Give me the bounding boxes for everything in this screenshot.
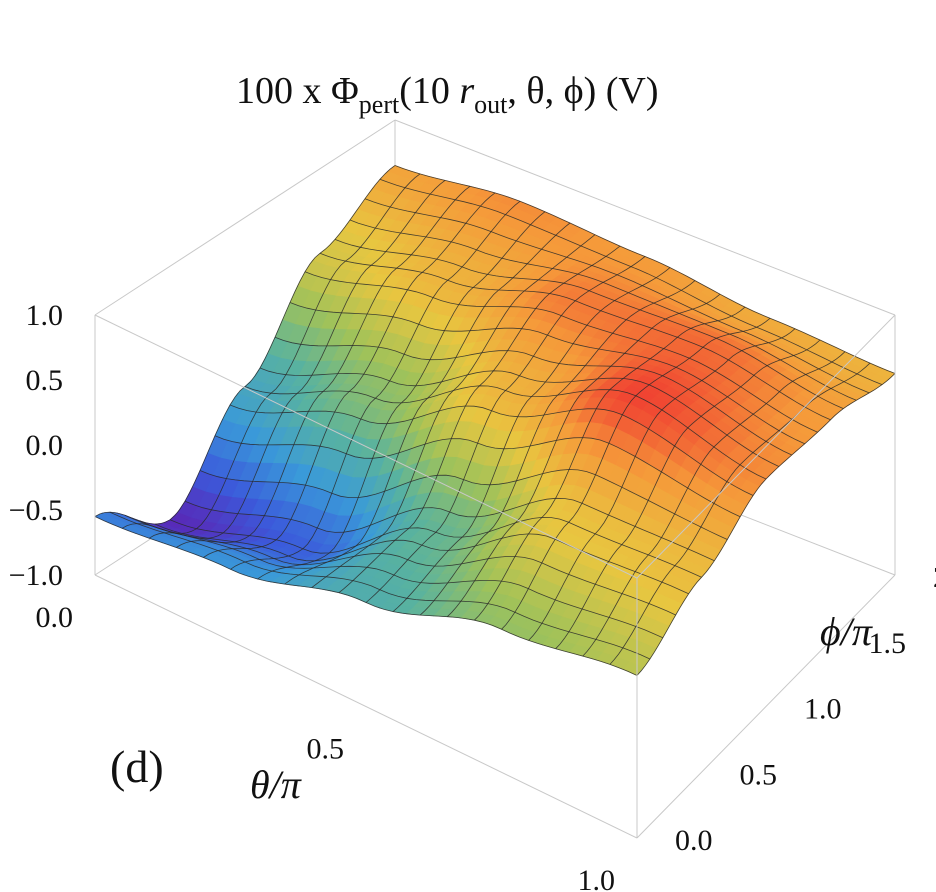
- mesh-line-phi: [319, 252, 831, 421]
- z-tick-labels: 1.0 0.5 0.0 −0.5 −1.0: [9, 299, 63, 592]
- mesh-line-phi: [154, 523, 689, 595]
- mesh-line-phi: [229, 404, 754, 496]
- surface-patches: [94, 165, 896, 676]
- mesh-line-phi: [94, 516, 638, 676]
- mesh-line-phi: [214, 435, 741, 518]
- theta-tick-label: 0.0: [36, 601, 74, 634]
- mesh-line-phi: [274, 336, 792, 456]
- mesh-line-phi: [109, 511, 651, 660]
- mesh-line-phi: [394, 165, 896, 374]
- z-tick-label: −0.5: [9, 494, 63, 527]
- z-tick-label: 0.5: [26, 364, 64, 397]
- mesh-line-phi: [304, 271, 818, 433]
- phi-tick-label: 1.0: [804, 693, 842, 726]
- mesh-line-phi: [169, 516, 702, 578]
- z-tick-label: 0.0: [26, 429, 64, 462]
- bounding-box-front: [94, 314, 896, 839]
- surface-mesh: [94, 165, 896, 676]
- box-edge: [94, 314, 638, 579]
- chart-title: 100 x Φpert(10 rout, θ, ϕ) (V): [236, 70, 659, 119]
- mesh-line-phi: [184, 497, 715, 562]
- z-tick-label: 1.0: [26, 299, 64, 332]
- mesh-line-phi: [364, 198, 870, 394]
- mesh-line-phi: [139, 520, 676, 616]
- mesh-line-phi: [334, 239, 844, 409]
- phi-tick-label: 2.0: [933, 561, 936, 594]
- mesh-line-phi: [244, 385, 767, 480]
- mesh-line-phi: [349, 219, 857, 401]
- phi-tick-labels: 0.0 0.5 1.0 1.5 2.0: [675, 561, 936, 857]
- z-tick-label: −1.0: [9, 559, 63, 592]
- x-axis-label: θ/π: [250, 762, 302, 807]
- theta-tick-label: 1.0: [578, 864, 616, 892]
- theta-tick-labels: 0.0 0.5 1.0: [36, 601, 616, 892]
- mesh-line-phi: [289, 302, 805, 445]
- box-edge: [636, 314, 896, 579]
- box-edge: [636, 574, 896, 839]
- box-edge: [94, 119, 396, 316]
- box-edge: [394, 119, 896, 316]
- y-axis-label: ϕ/π: [820, 609, 873, 654]
- phi-tick-label: 1.5: [869, 627, 907, 660]
- panel-label: (d): [110, 741, 164, 792]
- mesh-line-phi: [199, 469, 728, 540]
- phi-tick-label: 0.5: [740, 758, 778, 791]
- mesh-line-phi: [379, 178, 883, 385]
- box-edge: [94, 574, 638, 839]
- phi-tick-label: 0.0: [675, 824, 713, 857]
- mesh-line-phi: [259, 367, 780, 467]
- theta-tick-label: 0.5: [307, 733, 345, 766]
- mesh-line-phi: [124, 514, 663, 639]
